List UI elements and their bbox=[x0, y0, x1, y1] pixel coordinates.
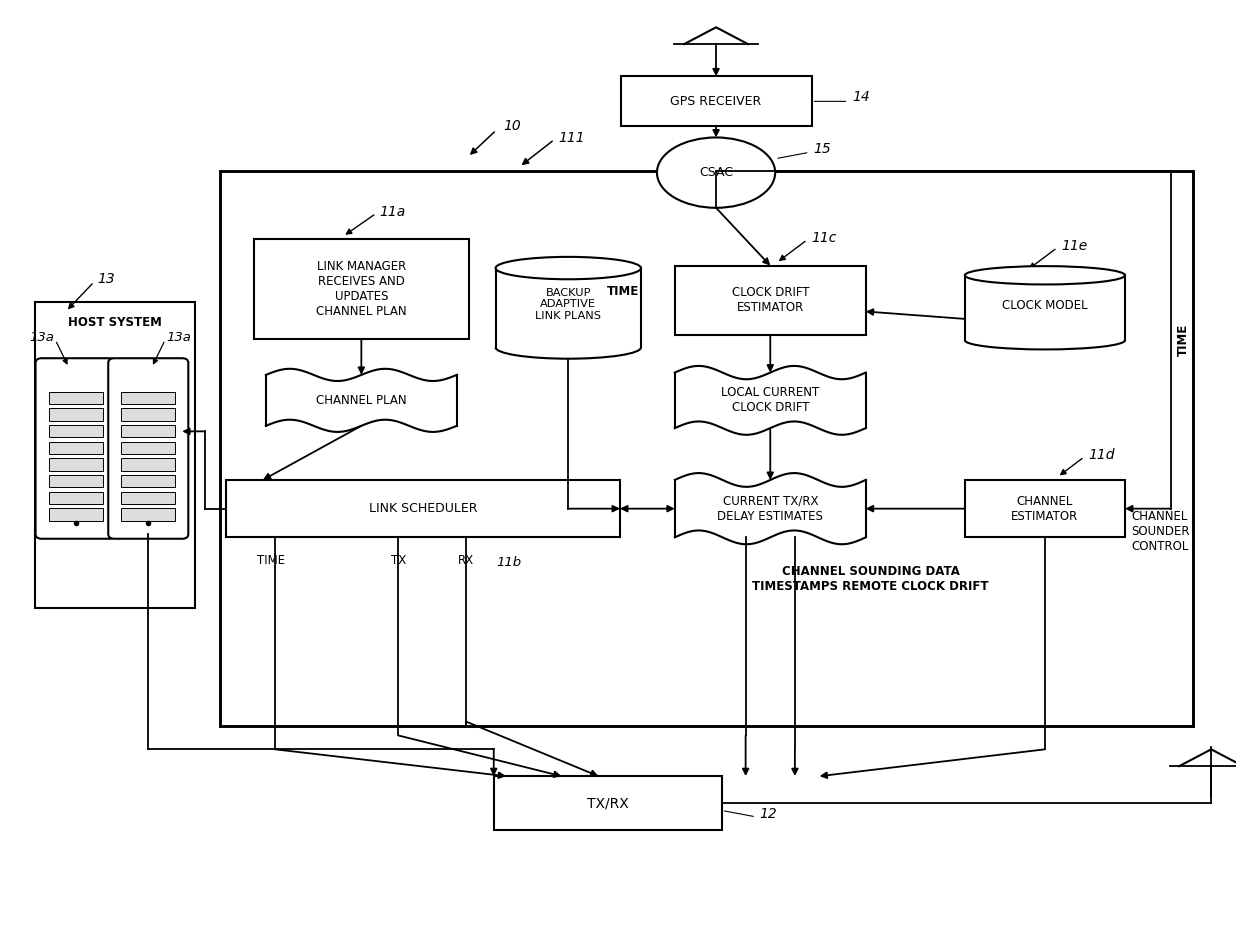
Text: BACKUP
ADAPTIVE
LINK PLANS: BACKUP ADAPTIVE LINK PLANS bbox=[536, 288, 601, 321]
Ellipse shape bbox=[496, 257, 641, 279]
FancyBboxPatch shape bbox=[965, 480, 1125, 537]
Text: LINK SCHEDULER: LINK SCHEDULER bbox=[368, 502, 477, 516]
Text: CHANNEL PLAN: CHANNEL PLAN bbox=[316, 394, 407, 407]
Text: 15: 15 bbox=[813, 143, 831, 157]
FancyBboxPatch shape bbox=[48, 508, 103, 521]
FancyBboxPatch shape bbox=[48, 425, 103, 437]
Text: 13: 13 bbox=[98, 272, 115, 286]
FancyBboxPatch shape bbox=[122, 391, 175, 404]
FancyBboxPatch shape bbox=[675, 373, 866, 428]
FancyBboxPatch shape bbox=[36, 359, 115, 539]
Text: 13a: 13a bbox=[29, 332, 53, 345]
FancyBboxPatch shape bbox=[35, 303, 195, 608]
Text: 111: 111 bbox=[558, 132, 585, 146]
FancyBboxPatch shape bbox=[48, 391, 103, 404]
Text: TX: TX bbox=[391, 554, 405, 567]
FancyBboxPatch shape bbox=[219, 171, 1193, 727]
Ellipse shape bbox=[657, 137, 775, 207]
Text: CSAC: CSAC bbox=[699, 166, 733, 179]
Text: HOST SYSTEM: HOST SYSTEM bbox=[68, 316, 162, 329]
FancyBboxPatch shape bbox=[265, 375, 456, 426]
Text: 11b: 11b bbox=[497, 556, 522, 569]
Text: 11c: 11c bbox=[811, 231, 836, 245]
Text: GPS RECEIVER: GPS RECEIVER bbox=[671, 95, 761, 107]
FancyBboxPatch shape bbox=[122, 474, 175, 488]
FancyBboxPatch shape bbox=[253, 239, 469, 339]
FancyBboxPatch shape bbox=[620, 77, 811, 126]
Text: TIME: TIME bbox=[608, 285, 640, 298]
FancyBboxPatch shape bbox=[48, 459, 103, 471]
FancyBboxPatch shape bbox=[675, 265, 866, 335]
FancyBboxPatch shape bbox=[108, 359, 188, 539]
FancyBboxPatch shape bbox=[122, 508, 175, 521]
FancyBboxPatch shape bbox=[122, 408, 175, 420]
Ellipse shape bbox=[965, 266, 1125, 285]
FancyBboxPatch shape bbox=[965, 276, 1125, 340]
Text: 11e: 11e bbox=[1061, 239, 1087, 253]
Text: LINK MANAGER
RECEIVES AND
UPDATES
CHANNEL PLAN: LINK MANAGER RECEIVES AND UPDATES CHANNE… bbox=[316, 261, 407, 318]
Text: CHANNEL
SOUNDER
CONTROL: CHANNEL SOUNDER CONTROL bbox=[1131, 510, 1189, 553]
Text: CHANNEL
ESTIMATOR: CHANNEL ESTIMATOR bbox=[1012, 495, 1079, 523]
FancyBboxPatch shape bbox=[48, 491, 103, 504]
Text: RX: RX bbox=[458, 554, 474, 567]
FancyBboxPatch shape bbox=[48, 442, 103, 454]
Text: 12: 12 bbox=[760, 807, 777, 821]
Text: 11d: 11d bbox=[1087, 448, 1115, 462]
FancyBboxPatch shape bbox=[122, 425, 175, 437]
FancyBboxPatch shape bbox=[496, 268, 641, 347]
Text: TIME: TIME bbox=[1177, 323, 1189, 356]
Text: CURRENT TX/RX
DELAY ESTIMATES: CURRENT TX/RX DELAY ESTIMATES bbox=[717, 495, 823, 523]
Text: TX/RX: TX/RX bbox=[587, 796, 629, 810]
Text: 14: 14 bbox=[852, 90, 870, 104]
Text: CHANNEL SOUNDING DATA
TIMESTAMPS REMOTE CLOCK DRIFT: CHANNEL SOUNDING DATA TIMESTAMPS REMOTE … bbox=[753, 565, 988, 593]
Text: 11a: 11a bbox=[379, 205, 405, 219]
FancyBboxPatch shape bbox=[122, 442, 175, 454]
Text: LOCAL CURRENT
CLOCK DRIFT: LOCAL CURRENT CLOCK DRIFT bbox=[722, 387, 820, 415]
FancyBboxPatch shape bbox=[494, 776, 722, 830]
Text: CLOCK MODEL: CLOCK MODEL bbox=[1002, 299, 1087, 312]
Text: TIME: TIME bbox=[258, 554, 285, 567]
FancyBboxPatch shape bbox=[675, 480, 866, 537]
FancyBboxPatch shape bbox=[48, 408, 103, 420]
FancyBboxPatch shape bbox=[122, 491, 175, 504]
FancyBboxPatch shape bbox=[48, 474, 103, 488]
Text: 10: 10 bbox=[503, 120, 521, 134]
FancyBboxPatch shape bbox=[122, 459, 175, 471]
Text: CLOCK DRIFT
ESTIMATOR: CLOCK DRIFT ESTIMATOR bbox=[732, 287, 808, 315]
Text: 13a: 13a bbox=[166, 332, 191, 345]
FancyBboxPatch shape bbox=[226, 480, 620, 537]
